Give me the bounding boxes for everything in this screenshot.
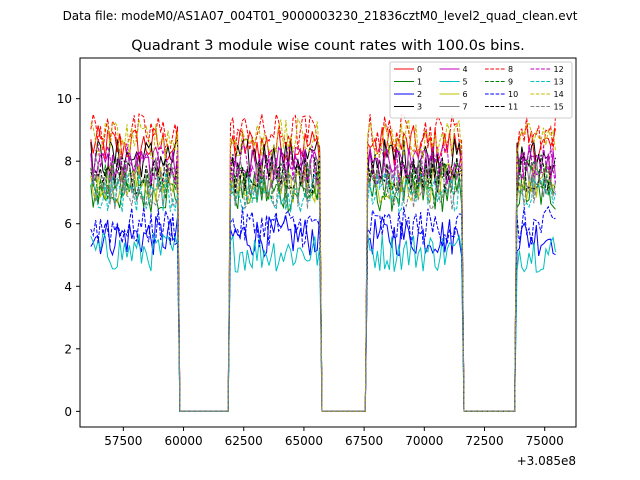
legend-label-0: 0 bbox=[417, 65, 422, 74]
x-tick-label: 72500 bbox=[465, 434, 503, 448]
legend-label-7: 7 bbox=[463, 103, 468, 112]
series-line-11 bbox=[90, 153, 556, 412]
x-tick-label: 57500 bbox=[104, 434, 142, 448]
series-line-15 bbox=[90, 168, 556, 412]
x-tick-label: 67500 bbox=[345, 434, 383, 448]
legend-label-8: 8 bbox=[508, 65, 513, 74]
series-line-12 bbox=[90, 143, 556, 412]
legend-label-12: 12 bbox=[554, 65, 564, 74]
legend-box bbox=[389, 61, 573, 119]
legend-label-6: 6 bbox=[463, 90, 468, 99]
legend-label-13: 13 bbox=[554, 78, 564, 87]
legend-label-2: 2 bbox=[417, 90, 422, 99]
series-line-7 bbox=[90, 155, 556, 412]
series-line-5 bbox=[90, 231, 556, 412]
x-tick-label: 62500 bbox=[225, 434, 263, 448]
series-line-14 bbox=[90, 117, 556, 412]
y-tick-label: 4 bbox=[64, 280, 72, 294]
series-line-1 bbox=[90, 172, 556, 412]
axes-frame bbox=[79, 57, 577, 428]
series-line-10 bbox=[90, 205, 556, 412]
legend-label-5: 5 bbox=[463, 78, 468, 87]
series-line-13 bbox=[90, 172, 556, 412]
y-tick-label: 8 bbox=[64, 155, 72, 169]
legend-label-4: 4 bbox=[463, 65, 468, 74]
legend-label-14: 14 bbox=[554, 90, 564, 99]
x-tick-label: 65000 bbox=[285, 434, 323, 448]
series-line-3 bbox=[90, 138, 556, 412]
legend-label-10: 10 bbox=[508, 90, 518, 99]
x-tick-label: 75000 bbox=[526, 434, 564, 448]
axes: 57500 60000 62500 65000 67500 70000 72500 75000… bbox=[57, 57, 577, 468]
y-tick-label: 6 bbox=[64, 217, 72, 231]
x-offset-label: +3.085e8 bbox=[517, 454, 576, 468]
legend-label-15: 15 bbox=[554, 103, 564, 112]
y-tick-label: 10 bbox=[57, 92, 72, 106]
plot-area bbox=[90, 113, 556, 412]
legend-label-1: 1 bbox=[417, 78, 422, 87]
figure-suptitle: Data file: modeM0/AS1A07_004T01_90000032… bbox=[63, 9, 578, 23]
y-tick-label: 0 bbox=[64, 405, 72, 419]
y-tick-label: 2 bbox=[64, 342, 72, 356]
legend-label-3: 3 bbox=[417, 103, 422, 112]
series-line-2 bbox=[90, 214, 556, 412]
legend-label-9: 9 bbox=[508, 78, 513, 87]
series-line-6 bbox=[90, 162, 556, 412]
x-tick-label: 60000 bbox=[164, 434, 202, 448]
legend-label-11: 11 bbox=[508, 103, 518, 112]
x-tick-label: 70000 bbox=[405, 434, 443, 448]
chart-title: Quadrant 3 module wise count rates with … bbox=[131, 38, 525, 54]
series-line-9 bbox=[90, 159, 556, 412]
